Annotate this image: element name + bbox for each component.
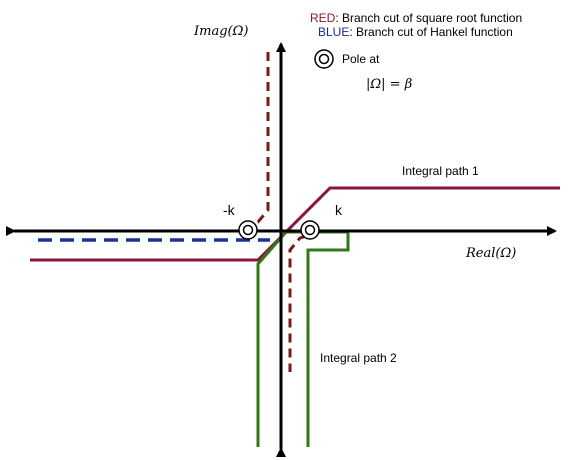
legend-red: RED: Branch cut of square root function [310,11,522,25]
red-branch-cut-lower [288,230,321,372]
integral-path-2 [256,230,350,447]
neg-k-label: -k [223,202,235,218]
legend-blue-key: BLUE [318,25,350,39]
pole-marker-pos-k [300,220,320,240]
integral-path-2-label: Integral path 2 [320,351,397,365]
pole-label: Pole at [342,52,380,66]
pole-marker-neg-k [238,220,258,240]
pos-k-label: k [335,202,342,218]
imag-axis-label: Imag(Ω) [194,24,249,39]
real-axis-label: Real(Ω) [466,246,517,261]
pole-legend-marker [314,49,334,69]
legend-red-key: RED [310,11,336,25]
legend-blue: BLUE: Branch cut of Hankel function [318,25,513,39]
legend-red-text: : Branch cut of square root function [335,11,523,25]
integral-path-1-label: Integral path 1 [402,164,479,178]
integral-path-1 [30,186,560,262]
red-branch-cut-upper [243,52,270,230]
legend-blue-text: : Branch cut of Hankel function [349,25,513,39]
pole-condition: |Ω| = β [366,77,413,92]
